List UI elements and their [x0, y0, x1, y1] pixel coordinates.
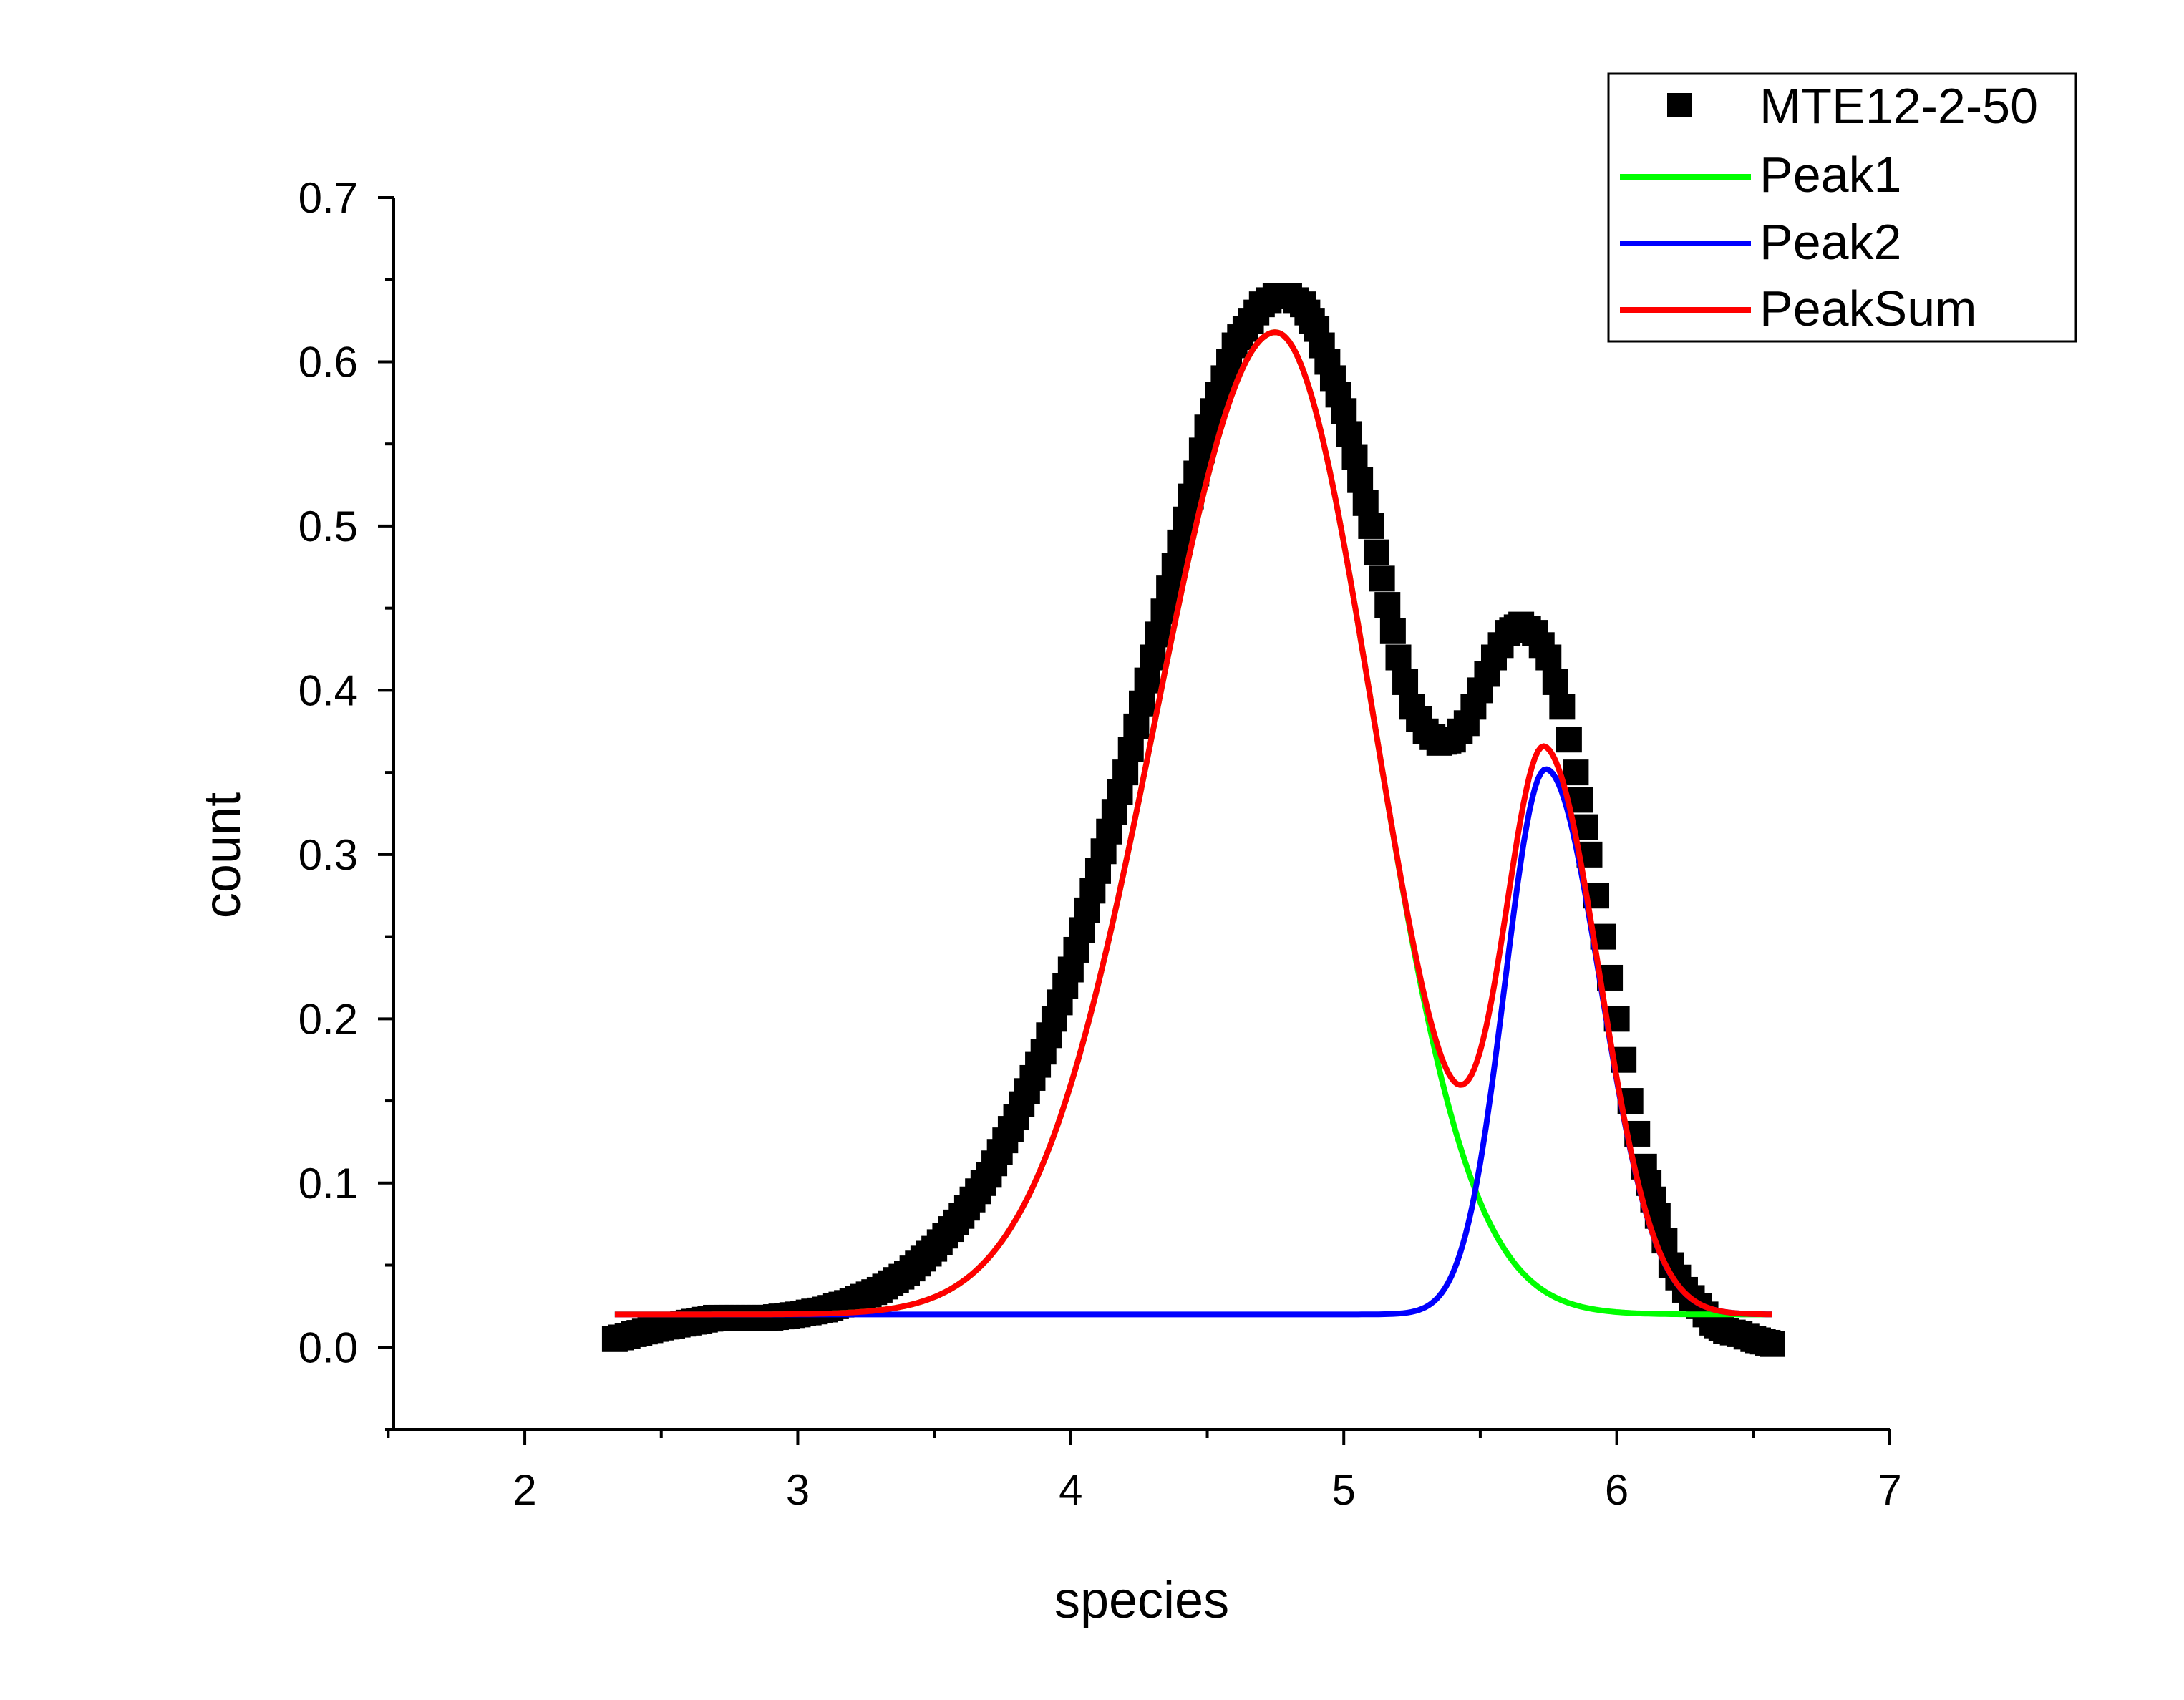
legend-box [1607, 72, 2077, 343]
data-point-mte12-2-50 [1392, 669, 1419, 695]
y-tick-label: 0.6 [299, 338, 358, 386]
x-tick-label: 4 [1059, 1466, 1082, 1514]
y-axis-title: count [194, 792, 251, 918]
data-point-mte12-2-50 [1150, 598, 1177, 625]
data-point-mte12-2-50 [1542, 669, 1568, 695]
legend-label-peak1: Peak1 [1760, 147, 1901, 203]
legend-label-peaksum: PeakSum [1760, 281, 1976, 336]
data-point-mte12-2-50 [1129, 690, 1155, 717]
data-point-mte12-2-50 [1117, 737, 1144, 763]
data-point-mte12-2-50 [1358, 513, 1384, 539]
data-point-mte12-2-50 [1549, 694, 1576, 720]
data-point-mte12-2-50 [1379, 618, 1406, 644]
y-ticks: 0.0 0.1 0.2 0.3 0.4 0.5 0.6 0.7 [299, 174, 394, 1431]
data-point-mte12-2-50 [1123, 713, 1150, 739]
legend-label-mte12-2-50: MTE12-2-50 [1760, 78, 2038, 134]
data-point-mte12-2-50 [1347, 467, 1374, 493]
data-point-mte12-2-50 [1140, 644, 1166, 671]
data-point-mte12-2-50 [1112, 759, 1139, 786]
data-point-mte12-2-50 [1369, 565, 1395, 592]
y-tick-label: 0.2 [299, 995, 358, 1043]
data-point-mte12-2-50 [1374, 592, 1401, 618]
y-tick-label: 0.5 [299, 502, 358, 550]
data-point-mte12-2-50 [1535, 644, 1562, 671]
x-ticks: 2 3 4 5 6 7 [387, 1429, 1902, 1514]
y-tick-label: 0.4 [299, 666, 358, 714]
x-tick-label: 7 [1878, 1466, 1901, 1514]
x-axis-title: species [1054, 1572, 1229, 1629]
data-point-mte12-2-50 [1363, 539, 1389, 565]
plot-series [601, 283, 1786, 1357]
x-tick-label: 3 [786, 1466, 810, 1514]
x-tick-label: 6 [1605, 1466, 1629, 1514]
data-point-mte12-2-50 [1145, 621, 1171, 648]
legend-marker-mte12-2-50 [1667, 93, 1692, 117]
data-point-mte12-2-50 [1336, 421, 1362, 447]
data-point-mte12-2-50 [1563, 759, 1589, 786]
x-tick-label: 5 [1332, 1466, 1356, 1514]
data-point-mte12-2-50 [1556, 727, 1582, 753]
legend-label-peak2: Peak2 [1760, 214, 1901, 270]
data-point-mte12-2-50 [1134, 667, 1160, 694]
y-tick-label: 0.7 [299, 174, 358, 222]
data-point-mte12-2-50 [1352, 490, 1379, 516]
y-tick-label: 0.0 [299, 1323, 358, 1371]
data-point-mte12-2-50 [1331, 398, 1357, 424]
data-point-mte12-2-50 [1385, 644, 1412, 671]
data-point-mte12-2-50 [1341, 444, 1368, 470]
y-tick-label: 0.3 [299, 831, 358, 879]
axes [392, 198, 1890, 1431]
legend: MTE12-2-50 Peak1 Peak2 PeakSum [1607, 72, 2077, 343]
x-tick-label: 2 [513, 1466, 536, 1514]
y-tick-label: 0.1 [299, 1160, 358, 1208]
data-point-mte12-2-50 [1760, 1331, 1786, 1357]
series-line-peaksum [614, 329, 1772, 1318]
